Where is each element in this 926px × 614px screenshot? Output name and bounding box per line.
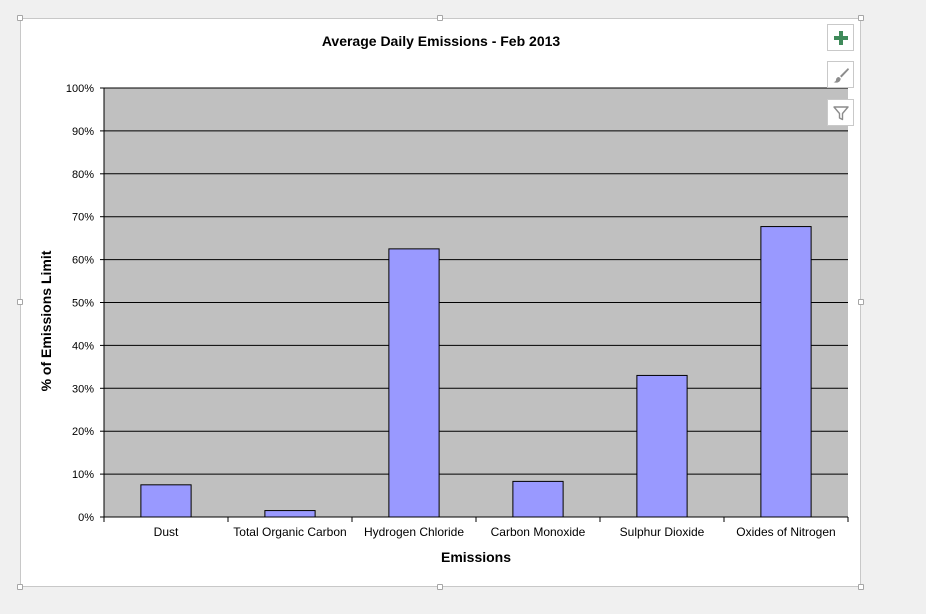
y-tick-label: 20% [72,426,94,438]
x-axis-title: Emissions [441,549,511,565]
bar [760,226,812,518]
plus-icon [833,30,848,45]
x-tick-label: Oxides of Nitrogen [736,525,835,539]
x-tick-label: Carbon Monoxide [491,525,586,539]
x-tick-label: Sulphur Dioxide [620,525,705,539]
y-tick-label: 30% [72,383,94,395]
resize-handle-bottom-right[interactable] [858,584,864,590]
y-tick-label: 70% [72,212,94,224]
y-tick-label: 0% [78,512,94,524]
chart-title: Average Daily Emissions - Feb 2013 [322,33,561,49]
bar [512,480,564,518]
resize-handle-top-center[interactable] [437,15,443,21]
chart-styles-button[interactable] [827,61,854,88]
y-tick-label: 40% [72,340,94,352]
y-tick-label: 50% [72,298,94,310]
chart-filters-button[interactable] [827,99,854,126]
y-tick-label: 90% [72,126,94,138]
y-tick-label: 60% [72,255,94,267]
y-tick-label: 80% [72,169,94,181]
y-tick-label: 10% [72,469,94,481]
resize-handle-middle-left[interactable] [17,299,23,305]
resize-handle-bottom-center[interactable] [437,584,443,590]
bar [264,510,316,518]
bar [140,484,192,518]
chart-elements-button[interactable] [827,24,854,51]
resize-handle-middle-right[interactable] [858,299,864,305]
x-tick-label: Hydrogen Chloride [364,525,464,539]
filter-icon [832,105,849,120]
y-tick-label: 100% [66,83,94,95]
resize-handle-bottom-left[interactable] [17,584,23,590]
bar [636,374,688,518]
resize-handle-top-right[interactable] [858,15,864,21]
y-axis-title: % of Emissions Limit [38,250,54,391]
paintbrush-icon [833,67,849,83]
x-tick-label: Total Organic Carbon [233,525,346,539]
resize-handle-top-left[interactable] [17,15,23,21]
x-tick-label: Dust [154,525,179,539]
bar [388,248,440,518]
